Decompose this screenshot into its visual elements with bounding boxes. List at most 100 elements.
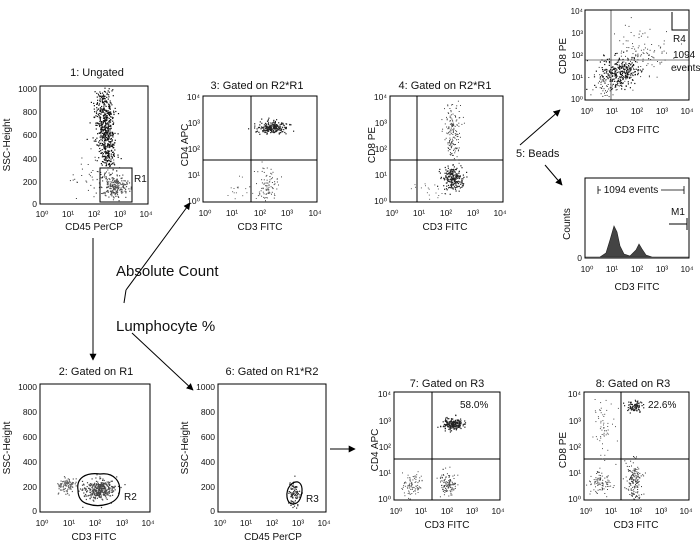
dot <box>635 409 637 411</box>
dot <box>97 491 99 493</box>
dot <box>608 485 610 487</box>
dot <box>421 480 423 482</box>
dot <box>58 485 60 487</box>
dot <box>111 182 113 184</box>
dot <box>634 399 636 401</box>
dot <box>595 70 597 72</box>
dot <box>636 407 638 409</box>
dot <box>94 91 96 93</box>
dot <box>615 86 617 88</box>
dot <box>64 477 66 479</box>
dot <box>101 121 103 123</box>
dot <box>451 152 453 154</box>
dot <box>449 145 451 147</box>
x-tick: 10⁰ <box>36 209 49 219</box>
dot <box>451 421 454 423</box>
dot <box>442 426 444 428</box>
dot <box>451 173 453 175</box>
dot <box>66 481 68 483</box>
dot <box>99 107 102 109</box>
dot <box>451 104 453 106</box>
y-tick: 10¹ <box>379 468 391 478</box>
dot <box>112 187 115 189</box>
dot <box>105 495 107 497</box>
dot <box>630 72 632 74</box>
dot <box>106 160 108 162</box>
dot <box>98 123 100 125</box>
dot <box>109 178 111 181</box>
dot <box>449 123 451 125</box>
dot <box>451 424 453 426</box>
dot <box>267 128 269 130</box>
dot <box>466 171 468 173</box>
dot <box>453 478 455 479</box>
dot <box>633 35 635 37</box>
dot <box>602 482 604 484</box>
dot <box>632 46 634 48</box>
dot <box>99 110 102 112</box>
dot <box>105 160 107 162</box>
dot <box>269 128 271 130</box>
dot <box>600 475 601 477</box>
dot <box>450 139 451 141</box>
dot <box>108 111 110 113</box>
dot <box>105 150 107 153</box>
dot <box>638 406 640 408</box>
dot <box>606 86 608 87</box>
dot <box>646 52 648 54</box>
dot <box>602 79 604 81</box>
dot <box>93 196 95 198</box>
dot <box>124 187 126 189</box>
dot <box>623 61 625 63</box>
y-tick: 10² <box>375 144 387 154</box>
dot <box>440 481 441 483</box>
dot <box>295 495 297 497</box>
dot <box>611 69 613 71</box>
x-tick: 10⁰ <box>390 506 403 516</box>
dot <box>81 157 83 159</box>
dot <box>91 492 93 495</box>
dot <box>457 484 459 486</box>
dot <box>110 138 112 140</box>
dot <box>450 142 452 144</box>
dot <box>92 492 94 494</box>
dot <box>105 155 107 157</box>
dot <box>118 184 120 186</box>
x-tick: 10³ <box>281 208 293 218</box>
dot <box>444 123 446 125</box>
dot <box>101 129 103 131</box>
dot <box>650 59 652 60</box>
dot <box>632 405 634 408</box>
dot <box>451 168 453 170</box>
dot <box>439 168 441 170</box>
dot <box>622 478 624 480</box>
dot <box>442 489 444 491</box>
dot <box>108 106 110 108</box>
dot <box>636 476 638 478</box>
dot <box>450 154 452 156</box>
dot <box>86 490 88 492</box>
dot <box>83 483 85 485</box>
dot <box>459 136 461 138</box>
dot <box>601 74 603 76</box>
dot <box>94 496 96 498</box>
dot <box>450 486 452 488</box>
dot <box>651 56 653 57</box>
dot <box>266 197 268 199</box>
dot <box>125 196 127 198</box>
dot <box>104 95 106 97</box>
panel-1-ungated: 1: Ungated R1 SSC-Height CD45 PerCP 1000… <box>2 67 153 233</box>
dot <box>102 143 104 145</box>
dot <box>636 61 638 63</box>
dot <box>608 58 610 60</box>
dot <box>638 405 640 407</box>
dot <box>57 483 59 485</box>
dot <box>454 427 456 429</box>
dot <box>95 128 97 130</box>
dot <box>96 493 98 495</box>
dot <box>627 71 629 73</box>
x-tick: 10⁰ <box>581 264 594 274</box>
dot <box>618 57 620 59</box>
dot <box>97 99 99 101</box>
y-ticks: 1000 800 600 400 200 0 <box>18 382 37 516</box>
